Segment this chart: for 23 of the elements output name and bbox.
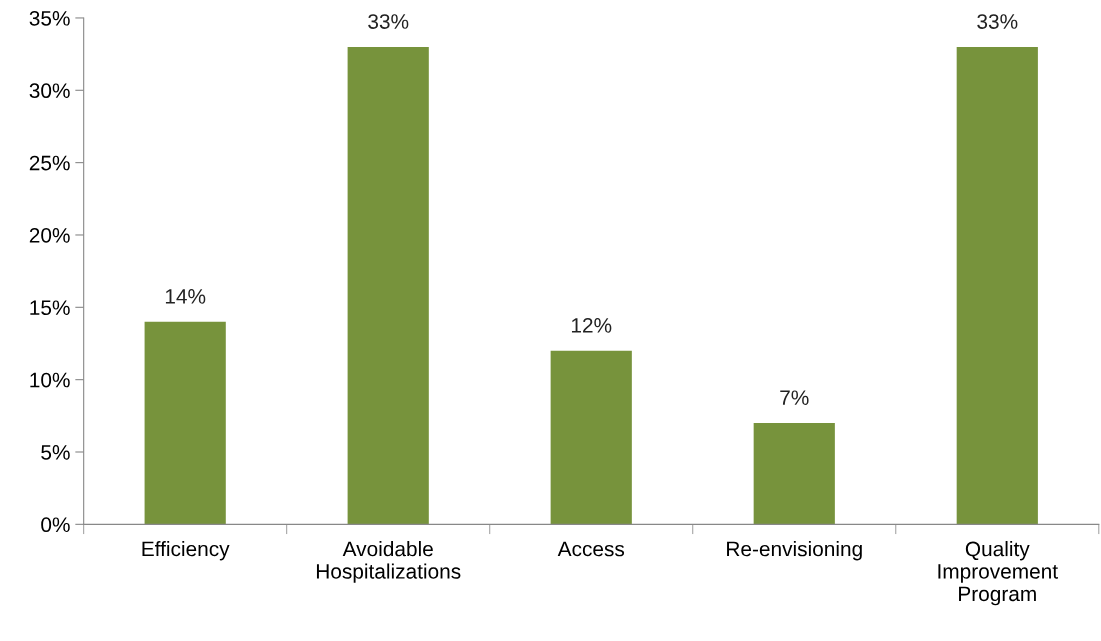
y-tick-label: 20% <box>29 227 70 243</box>
data-label: 33% <box>977 14 1018 29</box>
y-tick-label: 35% <box>29 10 70 26</box>
y-tick-label: 0% <box>41 517 70 533</box>
x-tick-label: Avoidable Hospitalizations <box>316 541 461 583</box>
data-label: 7% <box>780 390 809 405</box>
y-tick-label: 25% <box>29 155 70 171</box>
data-label: 14% <box>165 289 206 304</box>
bar <box>347 46 429 525</box>
data-label: 33% <box>368 14 409 29</box>
y-tick-label: 15% <box>30 300 70 316</box>
x-tick-label: Access <box>557 541 625 557</box>
bar <box>550 350 632 525</box>
x-tick-label: Efficiency <box>142 541 230 561</box>
y-tick-label: 5% <box>41 445 70 460</box>
y-tick-label: 30% <box>29 83 70 99</box>
data-label: 12% <box>571 317 612 333</box>
bar <box>753 423 835 525</box>
bar <box>144 321 226 525</box>
x-tick-label: Re-envisioning <box>727 541 862 561</box>
x-tick-label: Quality Improvement Program <box>938 541 1058 606</box>
y-tick-label: 10% <box>30 372 70 388</box>
bar <box>956 46 1038 525</box>
